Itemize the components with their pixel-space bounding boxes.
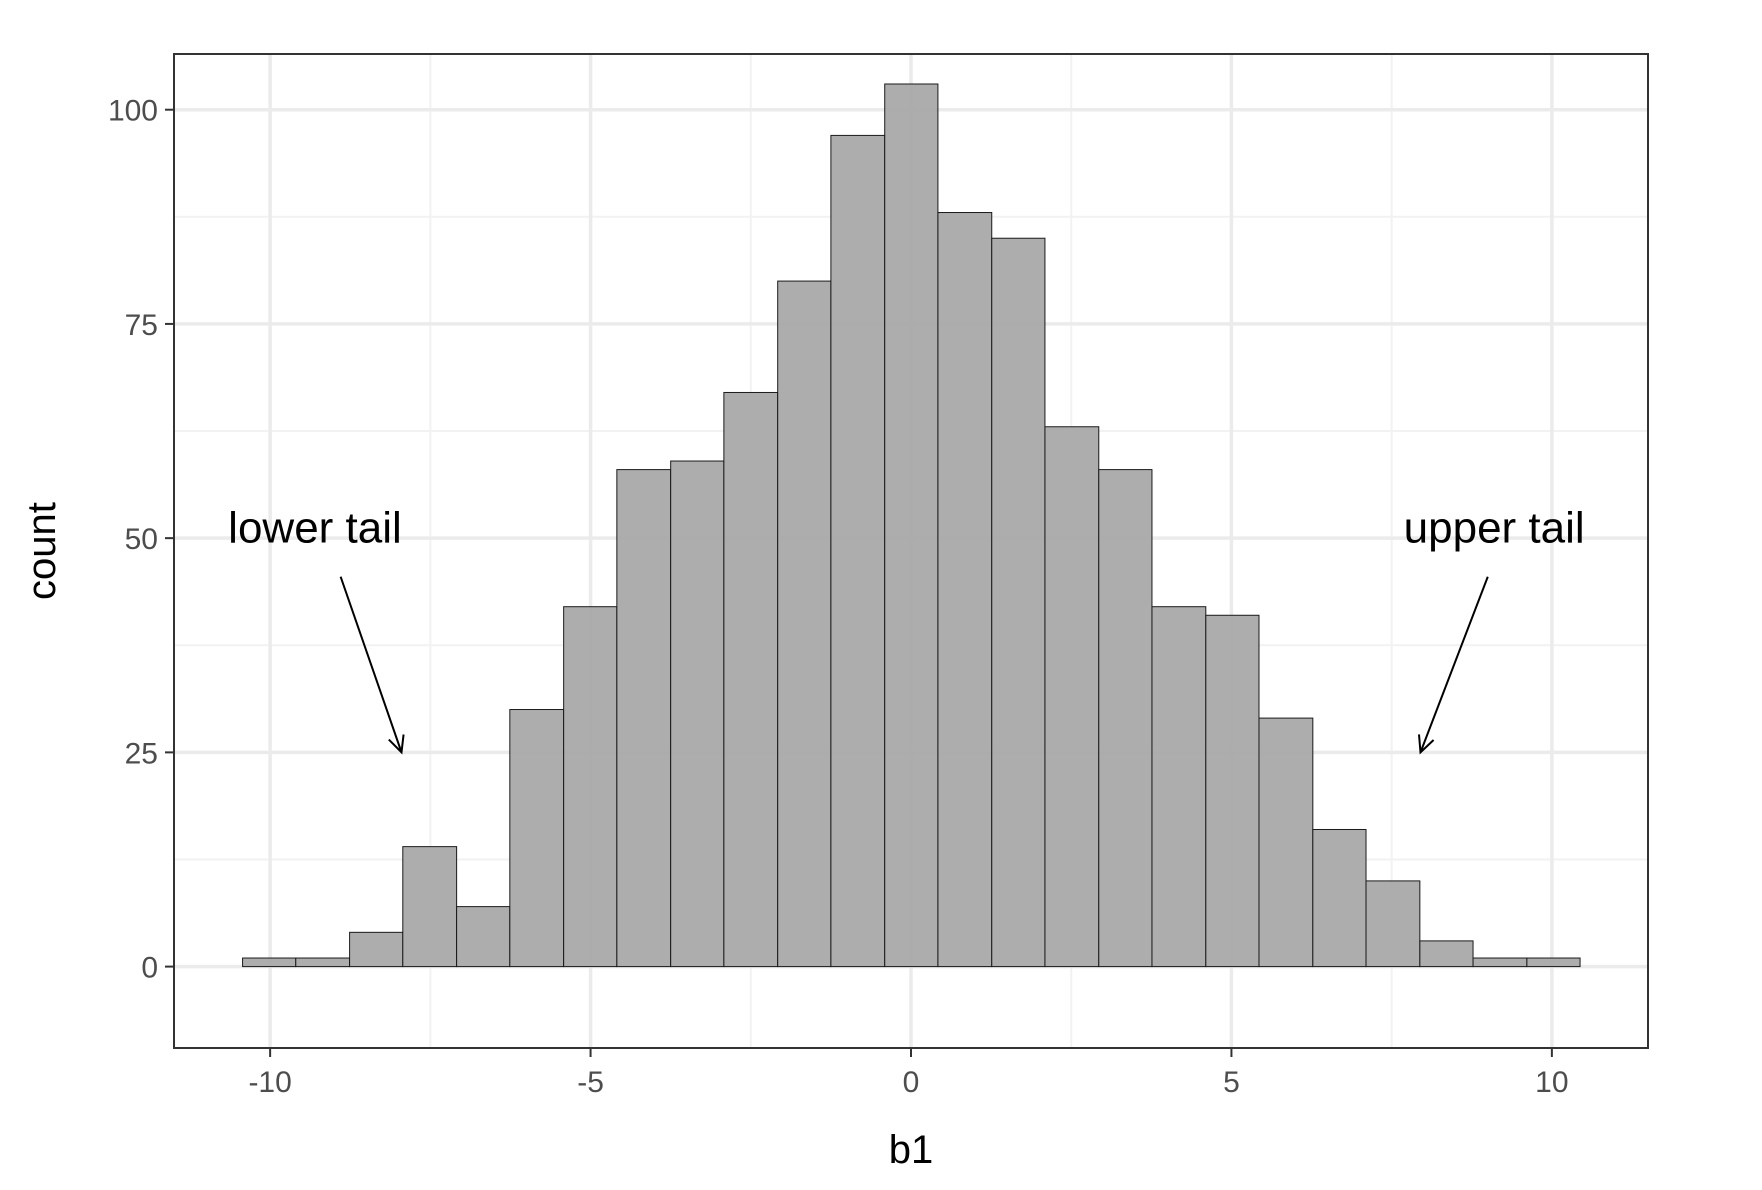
histogram-bar <box>991 237 1046 968</box>
histogram-bar <box>1526 957 1581 968</box>
annotation-arrow-shaft <box>1419 576 1489 753</box>
histogram-bar <box>937 212 993 968</box>
x-tick-label: 5 <box>1223 1066 1240 1099</box>
histogram-bar <box>616 469 672 968</box>
histogram-bar <box>1258 717 1314 968</box>
annotation-arrow-head <box>1418 734 1435 755</box>
annotation-arrow-shaft <box>339 576 403 753</box>
histogram-bar <box>670 460 725 968</box>
y-tick-label: 25 <box>125 737 158 770</box>
histogram-bar <box>509 709 565 968</box>
histogram-bar <box>563 606 618 968</box>
histogram-bar <box>295 957 351 968</box>
histogram-bars <box>242 83 1581 968</box>
x-tick-label: 0 <box>903 1066 920 1099</box>
histogram-bar <box>1098 469 1153 968</box>
y-tick-label: 0 <box>141 952 158 985</box>
x-axis-title: b1 <box>889 1128 934 1172</box>
histogram-bar <box>1151 606 1207 968</box>
histogram-bar <box>402 846 458 968</box>
y-axis-title: count <box>20 502 64 600</box>
histogram-bar <box>1365 880 1421 968</box>
histogram-bar <box>456 906 511 968</box>
histogram-bar <box>1419 940 1474 968</box>
histogram-bar <box>1205 614 1260 968</box>
histogram-bar <box>723 391 779 968</box>
histogram-bar <box>1472 957 1528 968</box>
histogram-bar <box>1312 828 1367 968</box>
x-tick-label: -5 <box>577 1066 604 1099</box>
y-tick-label: 100 <box>108 95 158 128</box>
histogram-bar <box>830 134 886 968</box>
histogram-bar <box>884 83 939 968</box>
annotation-arrow-head <box>388 734 405 755</box>
histogram-bar <box>1044 426 1100 968</box>
annotation-label: upper tail <box>1404 503 1585 552</box>
x-tick-label: 10 <box>1535 1066 1568 1099</box>
y-tick-label: 75 <box>125 309 158 342</box>
histogram-bar <box>242 957 297 968</box>
annotations: lower tail upper tail <box>228 503 1585 755</box>
annotation-label: lower tail <box>228 503 402 552</box>
x-tick-label: -10 <box>248 1066 291 1099</box>
histogram-bar <box>777 280 832 968</box>
y-tick-label: 50 <box>125 523 158 556</box>
histogram-bar <box>349 931 404 968</box>
